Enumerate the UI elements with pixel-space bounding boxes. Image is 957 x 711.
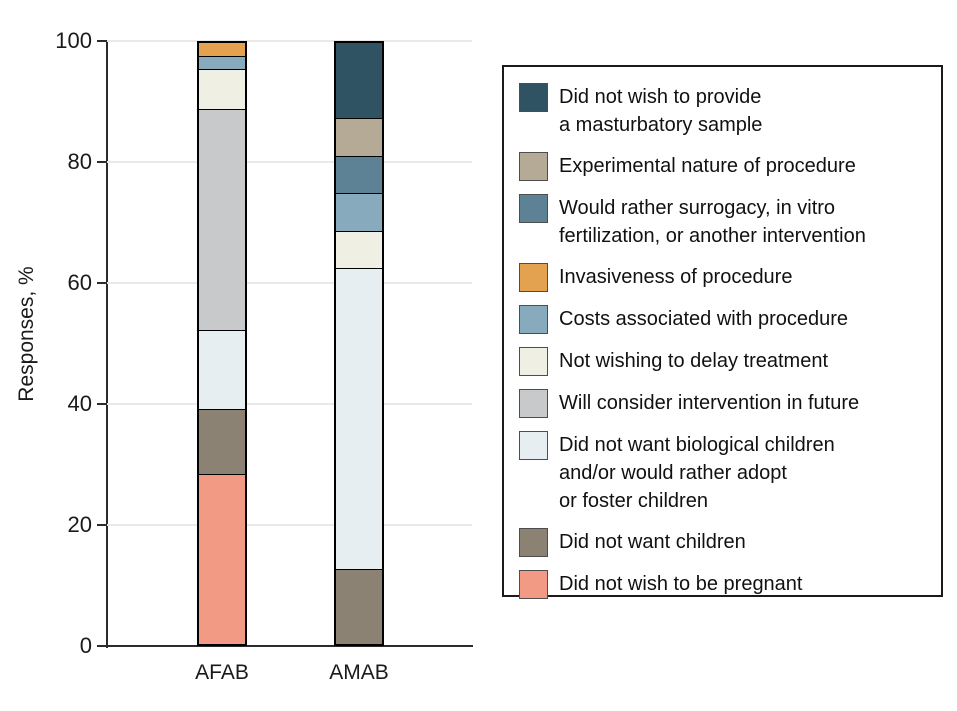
legend-swatch: [519, 305, 548, 334]
bar-segment: [336, 155, 382, 194]
y-axis-tick: [97, 645, 106, 647]
bar-segment: [199, 473, 245, 644]
legend-item-label: Invasiveness of procedure: [559, 266, 793, 288]
legend-swatch: [519, 389, 548, 418]
legend-swatch: [519, 263, 548, 292]
bar-segment: [199, 329, 245, 409]
legend-item-label: Would rather surrogacy, in vitro fertili…: [559, 197, 866, 247]
legend: Did not wish to provide a masturbatory s…: [502, 65, 943, 599]
y-axis-tick: [97, 161, 106, 163]
y-axis-tick: [97, 282, 106, 284]
legend-item-label: Not wishing to delay treatment: [559, 350, 829, 372]
legend-item: Invasiveness of procedure: [519, 263, 929, 292]
y-axis-tick: [97, 524, 106, 526]
gridline: [107, 524, 472, 526]
legend-item-label: Did not want children: [559, 531, 746, 553]
legend-item: Experimental nature of procedure: [519, 152, 929, 181]
legend-swatch: [519, 528, 548, 557]
bar-segment: [336, 230, 382, 269]
legend-item-label: Experimental nature of procedure: [559, 155, 856, 177]
legend-swatch: [519, 152, 548, 181]
legend-item: Did not wish to provide a masturbatory s…: [519, 83, 929, 139]
bar-afab: [197, 41, 247, 646]
legend-item: Costs associated with procedure: [519, 305, 929, 334]
y-tick-label: 20: [67, 512, 92, 537]
gridline: [107, 161, 472, 163]
bar-segment: [336, 568, 382, 644]
bar-segment: [199, 408, 245, 474]
legend-item: Did not want biological children and/or …: [519, 431, 929, 515]
y-axis-tick: [97, 403, 106, 405]
legend-item: Would rather surrogacy, in vitro fertili…: [519, 194, 929, 250]
legend-item: Did not want children: [519, 528, 929, 557]
x-label-afab: AFAB: [195, 661, 249, 684]
legend-swatch: [519, 194, 548, 223]
y-tick-label: 60: [67, 270, 92, 295]
y-tick-label: 80: [67, 149, 92, 174]
legend-item-label: Did not want biological children and/or …: [559, 434, 835, 512]
legend-swatch: [519, 431, 548, 460]
gridline: [107, 40, 472, 42]
bar-segment: [336, 118, 382, 156]
bar-segment: [199, 43, 245, 57]
legend-swatch: [519, 83, 548, 112]
legend-item: Will consider intervention in future: [519, 389, 929, 418]
bar-segment: [199, 56, 245, 70]
y-tick-label: 0: [79, 633, 92, 658]
x-axis-baseline: [107, 645, 473, 647]
bar-segment: [336, 193, 382, 231]
bar-segment: [199, 108, 245, 330]
legend-swatch: [519, 570, 548, 599]
bar-amab: [334, 41, 384, 646]
y-axis-line: [106, 40, 108, 648]
x-label-amab: AMAB: [329, 661, 389, 684]
legend-item-label: Costs associated with procedure: [559, 308, 849, 330]
legend-item-label: Will consider intervention in future: [559, 392, 860, 414]
legend-item-label: Did not wish to be pregnant: [559, 573, 803, 595]
y-tick-label: 100: [55, 28, 92, 53]
y-axis-title: Responses, %: [15, 266, 38, 402]
legend-item: Did not wish to be pregnant: [519, 570, 929, 599]
y-axis-tick: [97, 40, 106, 42]
legend-item: Not wishing to delay treatment: [519, 347, 929, 376]
bar-segment: [199, 69, 245, 109]
legend-item-label: Did not wish to provide a masturbatory s…: [559, 86, 763, 136]
gridline: [107, 403, 472, 405]
bar-segment: [336, 43, 382, 119]
legend-swatch: [519, 347, 548, 376]
gridline: [107, 282, 472, 284]
bar-segment: [336, 268, 382, 569]
y-tick-label: 40: [67, 391, 92, 416]
